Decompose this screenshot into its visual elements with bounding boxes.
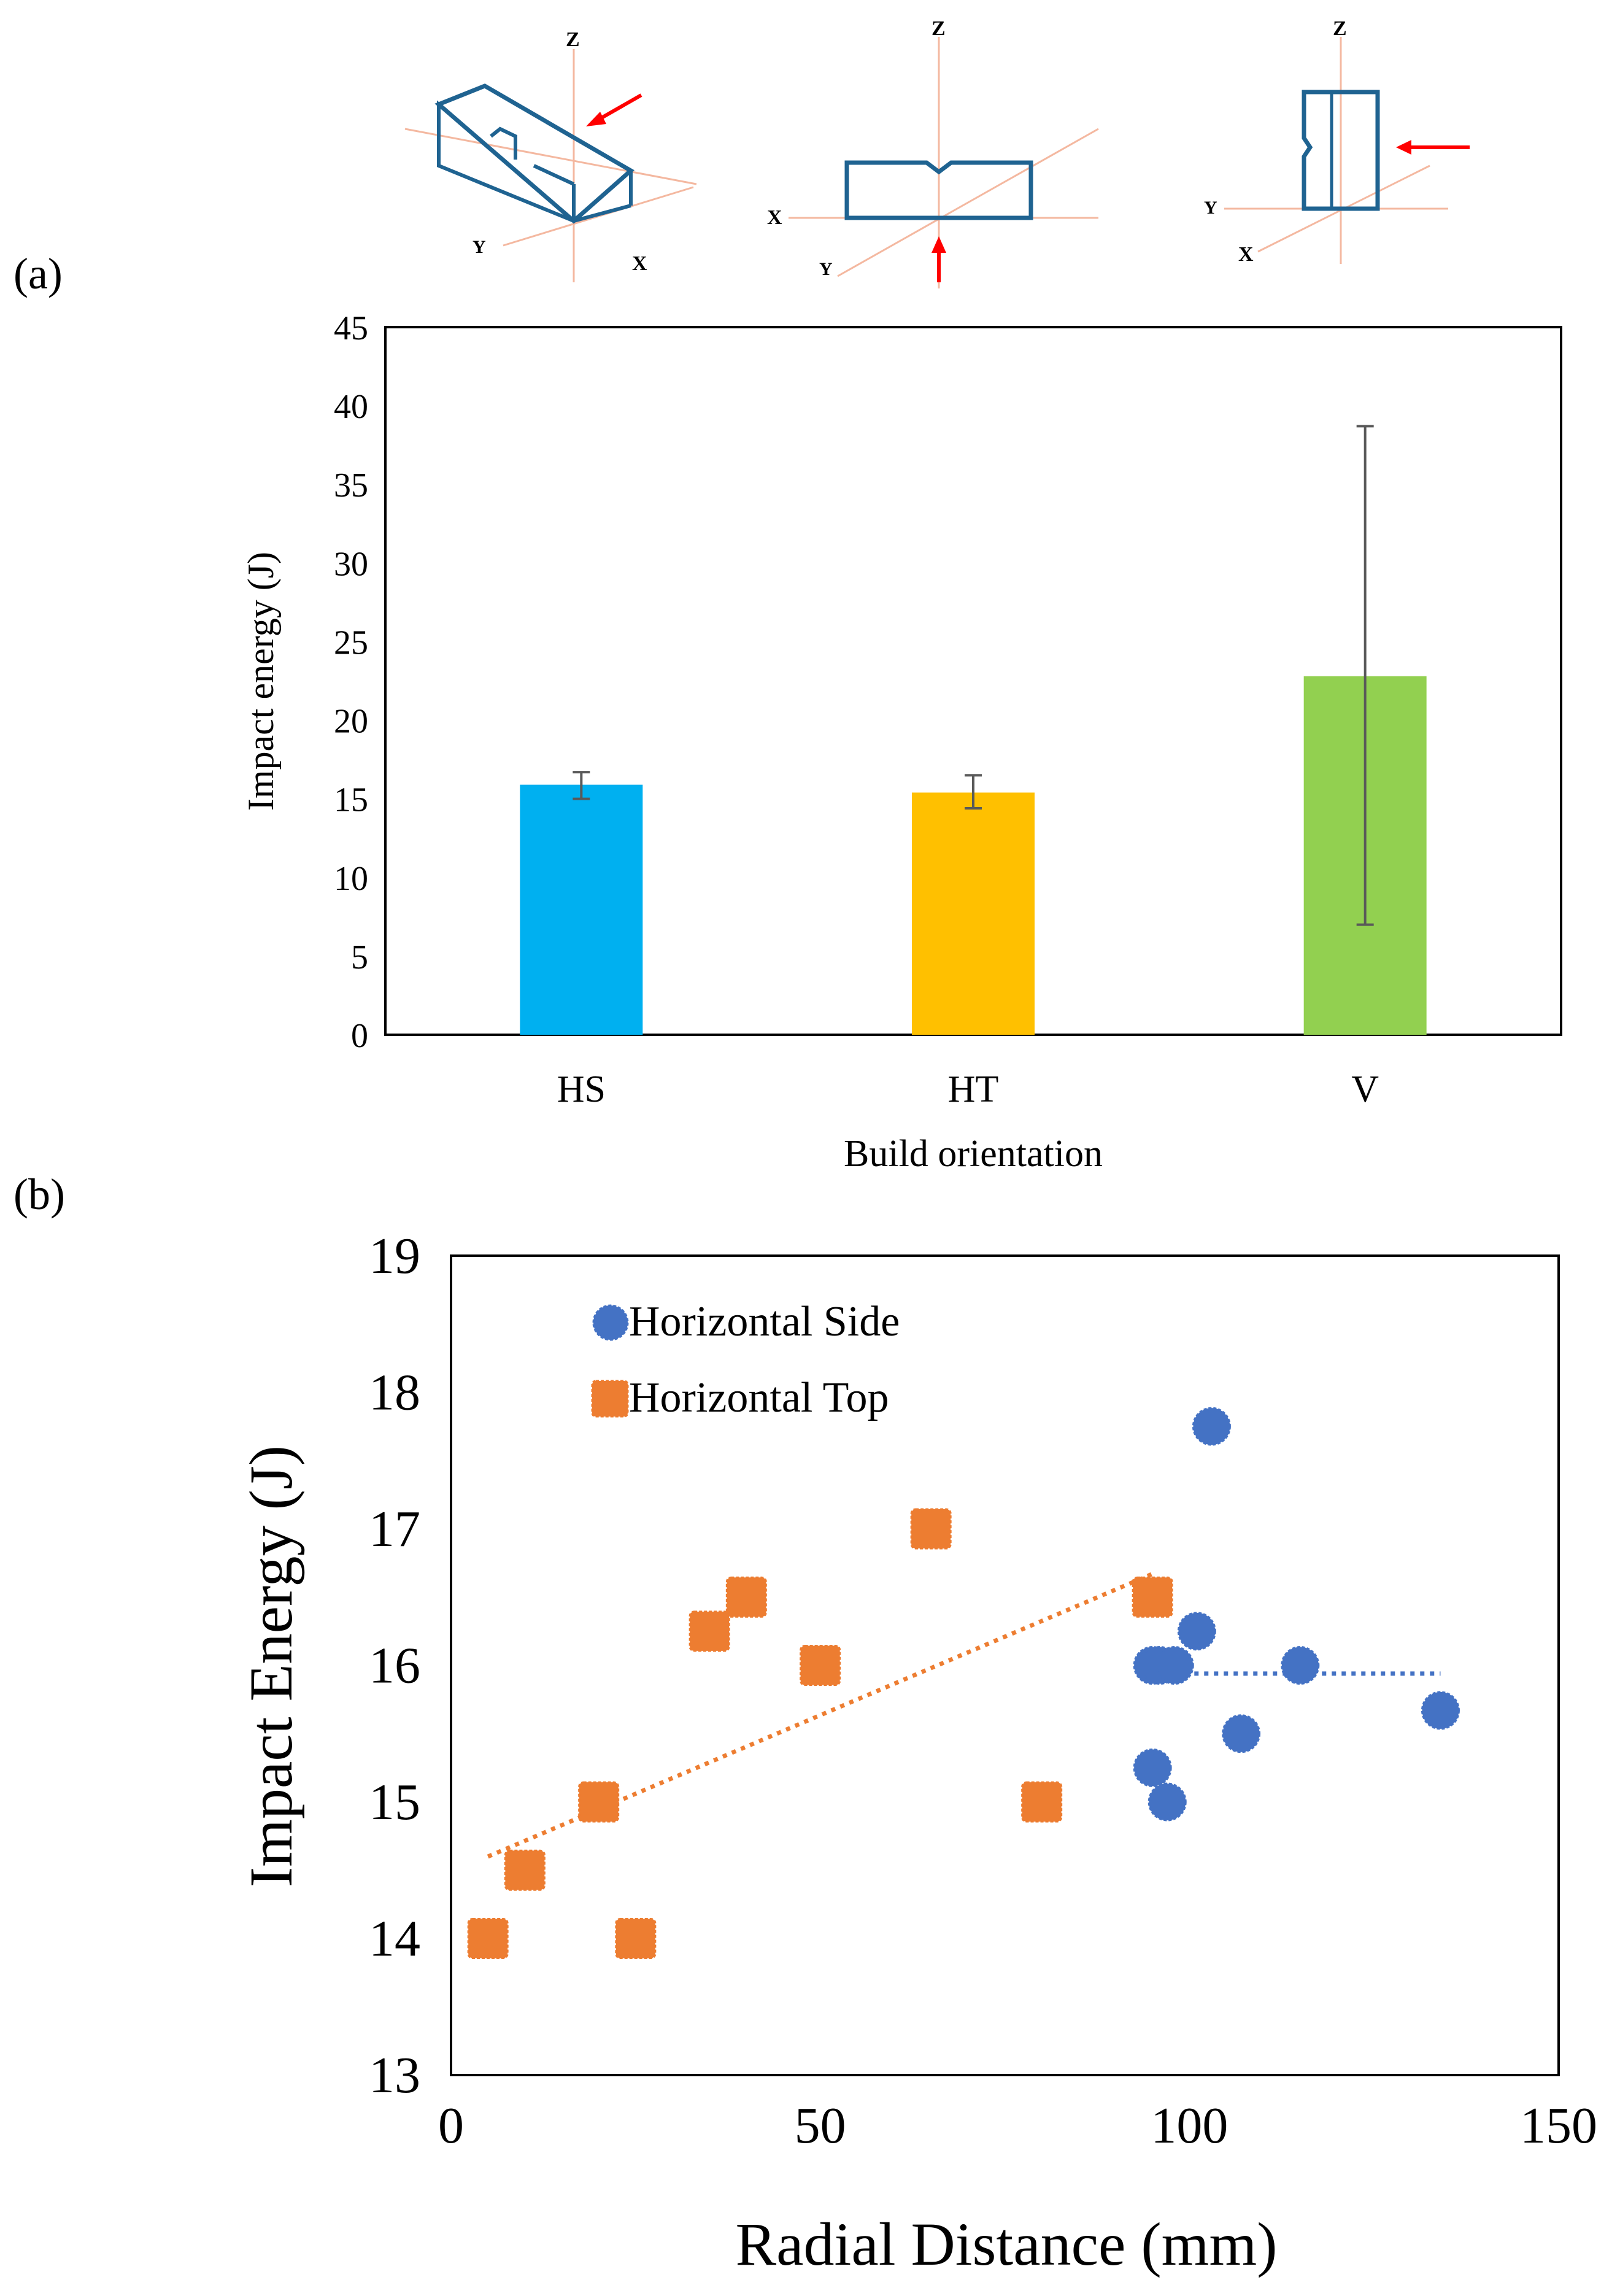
panel-label-b: (b) (14, 1170, 65, 1219)
bar-y-tick-40: 40 (334, 388, 368, 426)
bar-chart: 0 5 10 15 20 25 30 35 40 45 HS HT V Build orientati… (241, 309, 1562, 1175)
scatter-y-tick-18: 18 (369, 1364, 420, 1421)
diagram-ht-axis-x: X (767, 206, 782, 229)
scatter-y-tick-labels: 13 14 15 16 17 18 19 (369, 1227, 420, 2104)
panel-label-a: (a) (14, 249, 63, 298)
bar-series (520, 676, 1427, 1035)
point-horizontal-side-9 (1148, 1782, 1187, 1822)
point-horizontal-top-5 (725, 1576, 767, 1618)
bar-y-tick-5: 5 (351, 938, 368, 976)
diagram-v-axis-z: Z (1333, 17, 1347, 40)
scatter-plot-area (450, 1254, 1560, 2076)
point-horizontal-top-6 (800, 1645, 841, 1686)
error-bar-v (1356, 425, 1374, 926)
diagram-hs: Z Y X (404, 28, 697, 282)
diagram-v-axis-y: Y (1204, 198, 1217, 218)
point-horizontal-side-3 (1177, 1612, 1216, 1651)
bar-x-tick-ht: HT (948, 1069, 999, 1110)
bar-y-tick-25: 25 (334, 624, 368, 662)
point-horizontal-top-7 (910, 1508, 952, 1550)
legend-marker-horizontal-top (591, 1380, 629, 1418)
bar-hs (520, 784, 643, 1035)
diagram-v-axis-x: X (1238, 243, 1254, 266)
bar-x-axis-title: Build orientation (844, 1133, 1103, 1175)
bar-y-tick-35: 35 (334, 466, 368, 504)
legend-label-horizontal-side: Horizontal Side (629, 1298, 900, 1345)
diagram-hs-axis-y: Y (472, 237, 486, 257)
scatter-x-tick-0: 0 (438, 2097, 464, 2154)
scatter-x-tick-150: 150 (1520, 2097, 1597, 2154)
scatter-y-axis-title: Impact Energy (J) (237, 1445, 305, 1887)
scatter-points (467, 1407, 1460, 1959)
bar-y-tick-0: 0 (351, 1017, 368, 1055)
point-horizontal-side-4 (1192, 1407, 1231, 1446)
scatter-y-tick-17: 17 (369, 1501, 420, 1558)
bar-x-tick-labels: HS HT V (557, 1069, 1379, 1110)
point-horizontal-top-2 (578, 1781, 620, 1823)
bar-y-axis-title: Impact energy (J) (241, 552, 281, 811)
diagram-ht: Z X Y (767, 17, 1099, 288)
point-horizontal-top-4 (688, 1610, 730, 1652)
bar-error-bars (573, 425, 1374, 926)
point-horizontal-top-3 (615, 1918, 657, 1959)
diagram-hs-axis-z: Z (566, 28, 580, 51)
bar-x-tick-hs: HS (557, 1069, 606, 1110)
bar-y-tick-15: 15 (334, 781, 368, 819)
scatter-y-tick-19: 19 (369, 1227, 420, 1285)
point-horizontal-side-5 (1222, 1714, 1261, 1753)
bar-y-tick-labels: 0 5 10 15 20 25 30 35 40 45 (334, 309, 368, 1055)
point-horizontal-side-7 (1421, 1691, 1460, 1730)
legend-label-horizontal-top: Horizontal Top (629, 1374, 889, 1421)
diagram-hs-axis-x: X (632, 252, 647, 275)
point-horizontal-top-0 (467, 1918, 509, 1959)
scatter-y-tick-15: 15 (369, 1774, 420, 1831)
bar-y-tick-20: 20 (334, 703, 368, 741)
point-horizontal-top-1 (504, 1849, 546, 1891)
bar-ht (912, 792, 1035, 1035)
scatter-y-tick-16: 16 (369, 1637, 420, 1695)
scatter-y-tick-13: 13 (369, 2047, 420, 2104)
scatter-legend: Horizontal Side Horizontal Top (591, 1298, 900, 1421)
scatter-trendlines (487, 1572, 1441, 1859)
diagram-v: Z Y X (1204, 17, 1470, 266)
point-horizontal-side-6 (1281, 1646, 1320, 1685)
bar-y-tick-30: 30 (334, 545, 368, 583)
scatter-x-tick-50: 50 (795, 2097, 846, 2154)
diagram-ht-axis-z: Z (932, 17, 946, 40)
error-bar-ht (965, 774, 982, 810)
point-horizontal-side-8 (1133, 1748, 1172, 1787)
scatter-y-tick-14: 14 (369, 1911, 420, 1968)
scatter-chart: 13 14 15 16 17 18 19 0 50 100 150 Horizontal Side… (237, 1227, 1597, 2278)
scatter-x-axis-title: Radial Distance (mm) (735, 2210, 1277, 2278)
point-horizontal-top-9 (1132, 1576, 1173, 1618)
bar-x-tick-v: V (1351, 1069, 1379, 1110)
diagram-ht-axis-y: Y (819, 259, 833, 279)
scatter-x-tick-100: 100 (1151, 2097, 1228, 2154)
scatter-x-tick-labels: 0 50 100 150 (438, 2097, 1597, 2154)
legend-marker-horizontal-side (592, 1304, 629, 1341)
bar-y-tick-45: 45 (334, 309, 368, 347)
point-horizontal-top-8 (1021, 1781, 1063, 1823)
bar-y-tick-10: 10 (334, 860, 368, 898)
point-horizontal-side-2 (1155, 1646, 1194, 1685)
error-bar-hs (573, 771, 590, 800)
